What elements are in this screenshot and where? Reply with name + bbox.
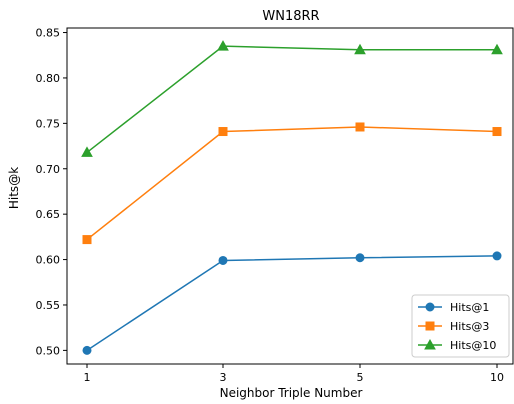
y-axis-label: Hits@k [7, 167, 21, 209]
x-tick-label: 10 [490, 371, 504, 384]
legend-marker-hits-1 [425, 302, 435, 312]
y-tick-label: 0.60 [36, 254, 61, 267]
x-axis-label: Neighbor Triple Number [220, 386, 363, 400]
data-point-hits-3 [82, 235, 92, 245]
plot-area [81, 40, 503, 355]
legend-item-hits-3: Hits@3 [418, 320, 489, 333]
x-tick-label: 5 [357, 371, 364, 384]
data-point-hits-10 [81, 146, 93, 157]
y-tick-label: 0.55 [36, 299, 61, 312]
legend-label-hits-10: Hits@10 [450, 339, 496, 352]
series-hits-1 [82, 251, 502, 355]
chart-title: WN18RR [262, 9, 319, 24]
legend: Hits@1 Hits@3 Hits@10 [411, 294, 510, 358]
series-hits-3 [82, 122, 502, 245]
data-point-hits-10 [217, 40, 229, 51]
legend-marker-hits-10 [424, 338, 436, 350]
data-point-hits-10 [354, 43, 366, 55]
legend-label-hits-1: Hits@1 [450, 301, 489, 314]
series-hits-10 [81, 40, 503, 157]
data-point-hits-3 [492, 127, 502, 137]
y-tick-label: 0.85 [36, 27, 61, 40]
data-point-hits-3 [218, 127, 228, 137]
x-tick-label: 3 [220, 371, 227, 384]
series-line-hits-3 [86, 126, 498, 241]
x-tick-label: 1 [84, 371, 91, 384]
data-point-hits-10 [491, 43, 503, 55]
axes-frame [66, 27, 514, 365]
data-point-hits-1 [355, 253, 365, 263]
y-tick-label: 0.80 [36, 72, 61, 85]
data-point-hits-1 [218, 255, 228, 265]
data-point-hits-1 [492, 251, 502, 261]
data-point-hits-1 [82, 345, 92, 355]
data-point-hits-3 [355, 122, 365, 132]
axes: 0.50 0.55 0.60 0.65 0.70 0.75 0.80 0.85 1 3 5 10 [36, 27, 514, 384]
series-line-hits-1 [86, 255, 498, 352]
y-tick-label: 0.65 [36, 208, 61, 221]
legend-item-hits-10: Hits@10 [418, 338, 496, 352]
y-tick-label: 0.75 [36, 117, 61, 130]
legend-box [411, 294, 510, 358]
legend-item-hits-1: Hits@1 [418, 301, 489, 314]
series-line-hits-10 [86, 45, 497, 154]
legend-marker-hits-3 [425, 321, 435, 331]
legend-label-hits-3: Hits@3 [450, 320, 489, 333]
y-tick-label: 0.70 [36, 163, 61, 176]
y-tick-label: 0.50 [36, 344, 61, 357]
